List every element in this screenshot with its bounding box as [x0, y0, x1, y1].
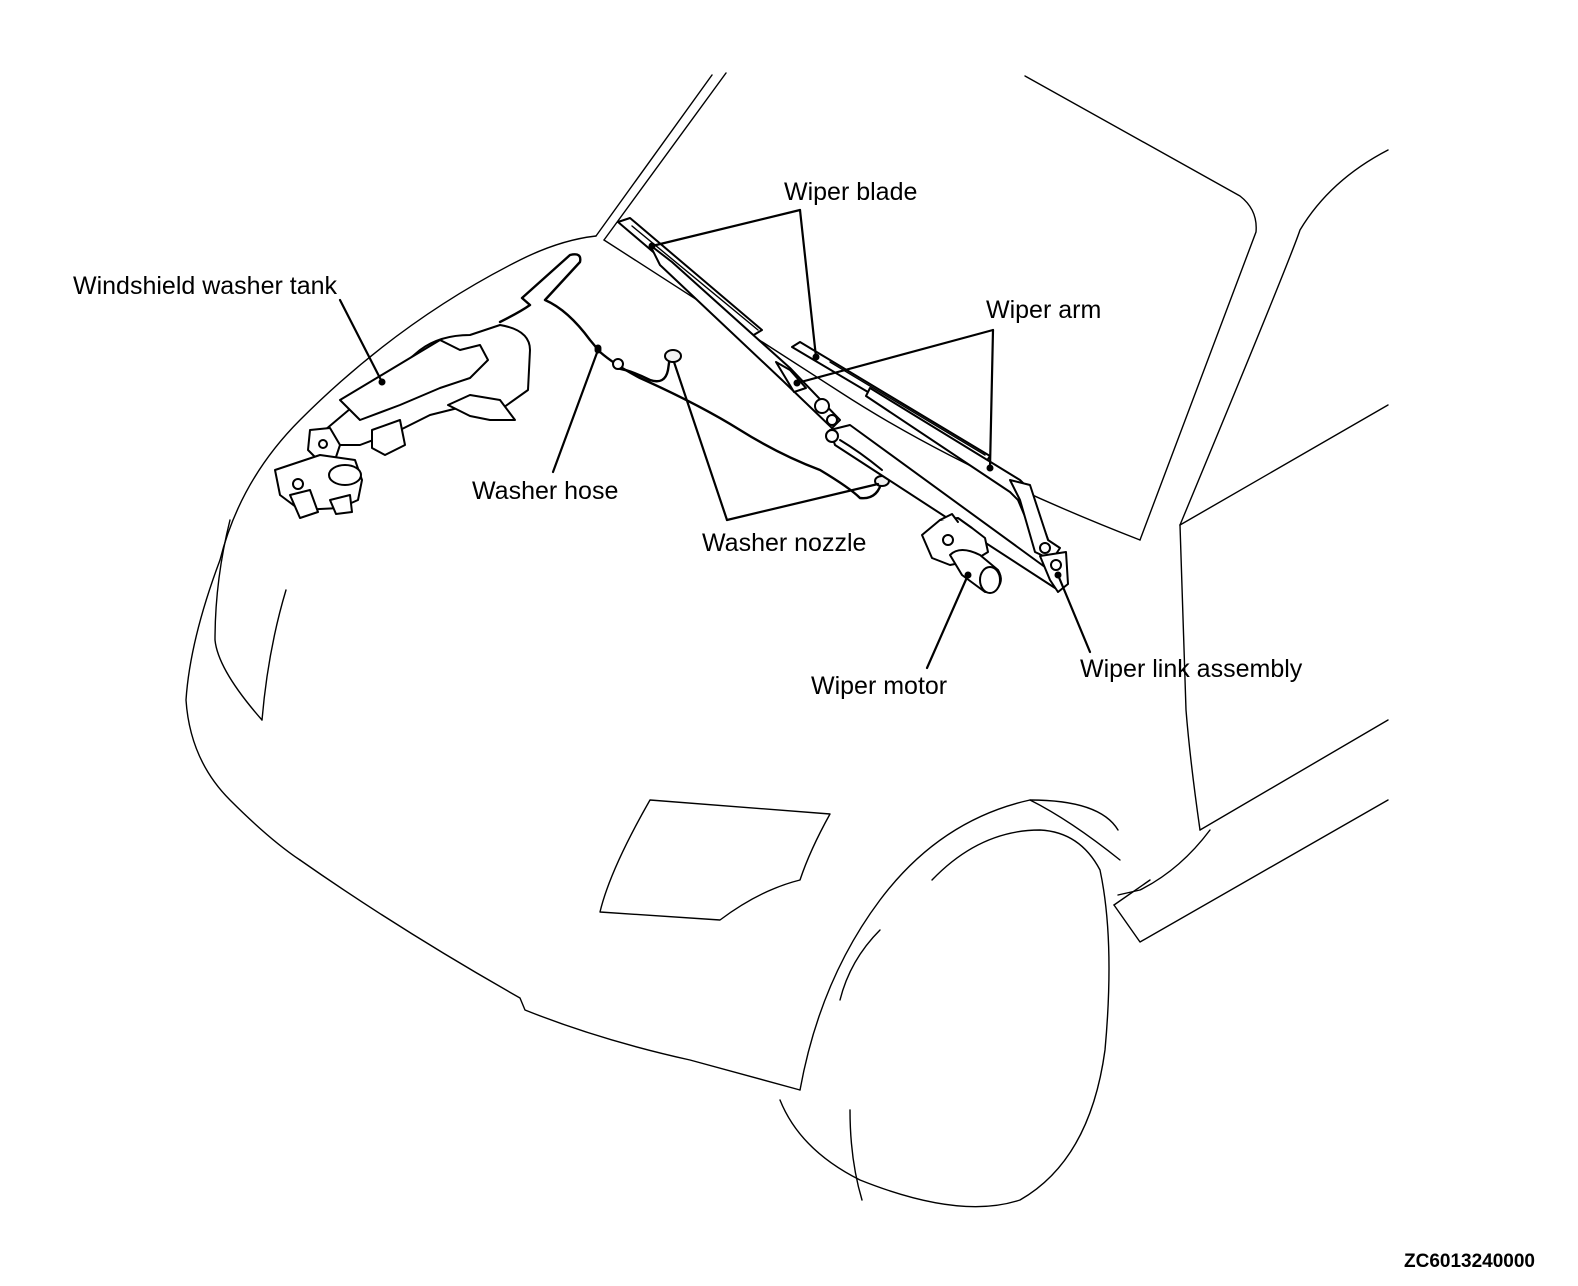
label-windshield-washer-tank: Windshield washer tank [73, 272, 338, 300]
vehicle-body-outline [185, 72, 1389, 1208]
figure-code: ZC6013240000 [1404, 1251, 1535, 1272]
wiper-motor-drawing [921, 513, 1002, 594]
label-wiper-blade: Wiper blade [784, 178, 918, 206]
leader-lines [338, 208, 1092, 670]
wiper-blade-arm-drawing [617, 217, 1061, 561]
label-washer-hose: Washer hose [472, 477, 619, 505]
label-wiper-link-assembly: Wiper link assembly [1080, 655, 1303, 683]
label-wiper-motor: Wiper motor [811, 672, 948, 700]
label-wiper-arm: Wiper arm [986, 296, 1102, 324]
washer-tank-drawing [274, 324, 531, 519]
label-washer-nozzle: Washer nozzle [702, 529, 867, 557]
washer-hose-drawing [498, 253, 884, 500]
